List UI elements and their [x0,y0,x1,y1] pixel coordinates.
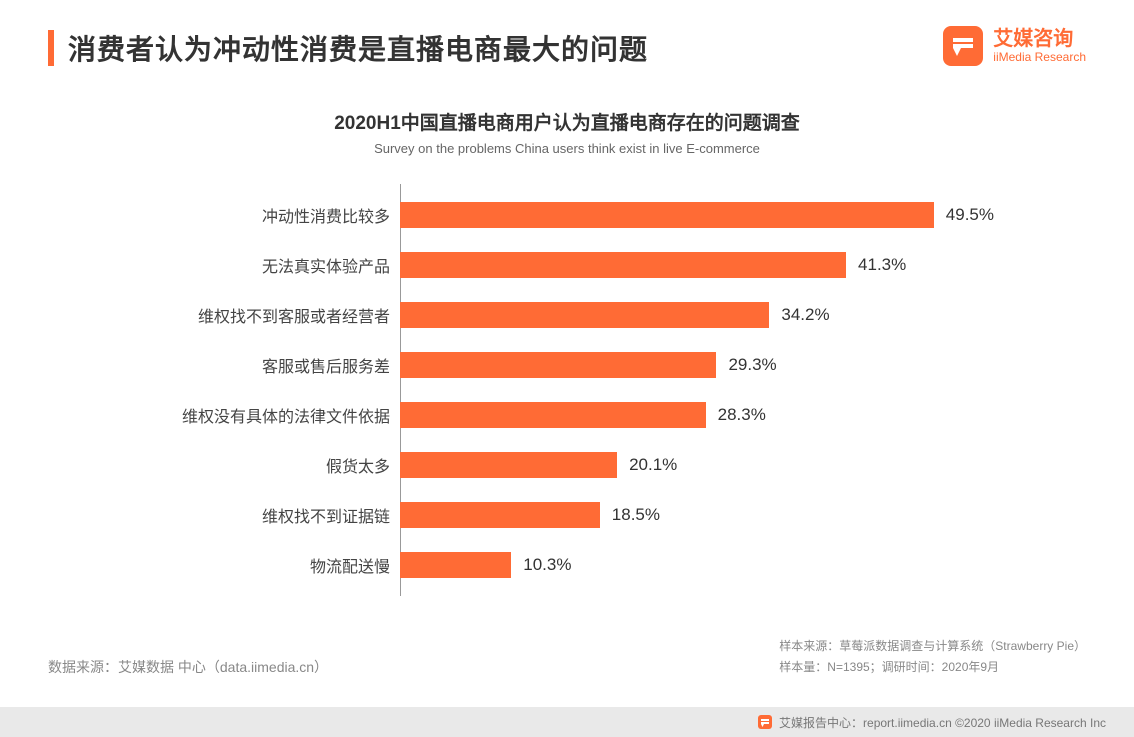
bar-chart: 冲动性消费比较多 49.5% 无法真实体验产品 41.3% 维权找不到客服或者经营者 34… [140,190,994,590]
bar-row: 客服或售后服务差 29.3% [140,340,994,390]
bar-fill [400,202,934,228]
brand-name-cn: 艾媒咨询 [993,28,1086,51]
bar-track: 29.3% [400,352,994,378]
page-title: 消费者认为冲动性消费是直播电商最大的问题 [68,28,648,68]
bar-row: 无法真实体验产品 41.3% [140,240,994,290]
sample-source: 样本来源：草莓派数据调查与计算系统（Strawberry Pie） [779,636,1086,656]
data-source-left: 数据来源：艾媒数据 中心（data.iimedia.cn） [48,657,328,677]
brand-logo-text: 艾媒咨询 iiMedia Research [993,28,1086,65]
chart-title-en: Survey on the problems China users think… [0,141,1134,156]
bar-category-label: 维权没有具体的法律文件依据 [140,403,400,427]
bar-track: 20.1% [400,452,994,478]
bar-value-label: 49.5% [946,205,994,225]
bar-row: 物流配送慢 10.3% [140,540,994,590]
bar-category-label: 假货太多 [140,453,400,477]
bar-track: 28.3% [400,402,994,428]
bar-value-label: 10.3% [523,555,571,575]
bar-value-label: 41.3% [858,255,906,275]
brand-logo: 艾媒咨询 iiMedia Research [941,24,1086,68]
data-source-right: 样本来源：草莓派数据调查与计算系统（Strawberry Pie） 样本量：N=… [779,636,1086,677]
bar-category-label: 物流配送慢 [140,553,400,577]
chart-title-cn: 2020H1中国直播电商用户认为直播电商存在的问题调查 [0,108,1134,135]
bar-row: 维权找不到客服或者经营者 34.2% [140,290,994,340]
brand-name-en: iiMedia Research [993,51,1086,65]
bar-track: 10.3% [400,552,994,578]
iimedia-logo-icon [941,24,985,68]
bar-row: 冲动性消费比较多 49.5% [140,190,994,240]
bar-value-label: 20.1% [629,455,677,475]
bar-category-label: 无法真实体验产品 [140,253,400,277]
bar-row: 假货太多 20.1% [140,440,994,490]
bar-fill [400,302,769,328]
bar-value-label: 29.3% [728,355,776,375]
bar-category-label: 维权找不到证据链 [140,503,400,527]
bar-fill [400,352,716,378]
footer-bar: 艾媒报告中心：report.iimedia.cn ©2020 iiMedia R… [0,707,1134,737]
bar-value-label: 34.2% [781,305,829,325]
bar-track: 41.3% [400,252,994,278]
bar-value-label: 28.3% [718,405,766,425]
footer-logo-icon [757,714,773,730]
y-axis-line [400,184,401,596]
bar-track: 34.2% [400,302,994,328]
bar-category-label: 冲动性消费比较多 [140,203,400,227]
bar-fill [400,402,706,428]
bar-track: 18.5% [400,502,994,528]
bar-fill [400,452,617,478]
chart-title-block: 2020H1中国直播电商用户认为直播电商存在的问题调查 Survey on th… [0,108,1134,156]
bar-track: 49.5% [400,202,994,228]
bar-fill [400,252,846,278]
bar-fill [400,502,600,528]
sample-size: 样本量：N=1395；调研时间：2020年9月 [779,657,1086,677]
footer-text: 艾媒报告中心：report.iimedia.cn ©2020 iiMedia R… [779,714,1106,731]
bar-fill [400,552,511,578]
bar-category-label: 客服或售后服务差 [140,353,400,377]
bar-row: 维权没有具体的法律文件依据 28.3% [140,390,994,440]
bar-value-label: 18.5% [612,505,660,525]
title-accent-bar [48,30,54,66]
bar-row: 维权找不到证据链 18.5% [140,490,994,540]
bar-category-label: 维权找不到客服或者经营者 [140,303,400,327]
